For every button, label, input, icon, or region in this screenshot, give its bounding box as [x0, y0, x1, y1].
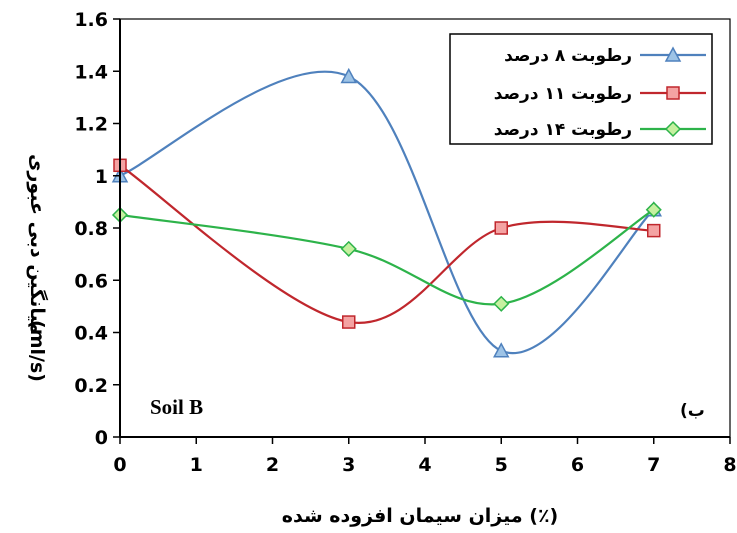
x-tick-label: 7	[647, 454, 660, 476]
x-tick-label: 8	[723, 454, 736, 476]
axes-layer: 0 1 2 3 4 5 6 7 8 0 0.2 0.4 0.6 0.8 1 1.2 1.4 1.6	[74, 9, 736, 476]
series-line	[119, 208, 655, 306]
x-tick-label: 2	[266, 454, 279, 476]
legend-label: رطوبت ۱۱ درصد	[494, 84, 632, 104]
data-point	[340, 67, 358, 84]
data-point	[342, 315, 356, 329]
y-tick-label: 1.2	[74, 114, 108, 136]
legend-marker	[666, 86, 680, 100]
series-2	[113, 158, 661, 329]
x-tick-label: 5	[495, 454, 508, 476]
series-layer	[111, 67, 663, 358]
x-tick-label: 0	[113, 454, 126, 476]
y-tick-label: 0	[95, 427, 108, 449]
legend-marker	[664, 120, 682, 138]
legend: رطوبت ۸ درصد رطوبت ۱۱ درصد رطوبت ۱۴ درصد	[449, 33, 713, 145]
series-3	[111, 201, 662, 312]
data-point	[492, 342, 510, 358]
y-tick-label: 0.6	[74, 270, 108, 292]
data-point	[645, 201, 662, 218]
legend-marker	[664, 46, 682, 62]
legend-label: رطوبت ۸ درصد	[504, 46, 632, 66]
annotation-panel-label: (ب	[680, 401, 705, 421]
x-tick-label: 1	[190, 454, 203, 476]
y-axis-unit: (ml/s)	[26, 320, 48, 382]
x-tick-label: 3	[342, 454, 355, 476]
series-line	[119, 70, 655, 355]
x-tick-label: 6	[571, 454, 584, 476]
y-tick-label: 1.6	[74, 9, 108, 31]
data-point	[340, 240, 357, 257]
legend-label: رطوبت ۱۴ درصد	[494, 120, 632, 140]
x-axis-title: میزان سیمان افزوده شده (٪)	[282, 505, 558, 527]
data-point	[494, 221, 508, 235]
y-tick-label: 1	[95, 166, 108, 188]
y-tick-label: 0.4	[74, 323, 108, 345]
y-axis-title: میانگین دبی عبوری	[26, 154, 49, 334]
y-tick-label: 1.4	[74, 61, 108, 83]
y-tick-label: 0.8	[74, 218, 108, 240]
series-line	[119, 164, 654, 324]
annotation-soil-b: Soil B	[150, 395, 203, 419]
y-tick-label: 0.2	[74, 375, 108, 397]
data-point	[647, 223, 661, 238]
data-point	[493, 295, 510, 312]
x-tick-label: 4	[418, 454, 431, 476]
